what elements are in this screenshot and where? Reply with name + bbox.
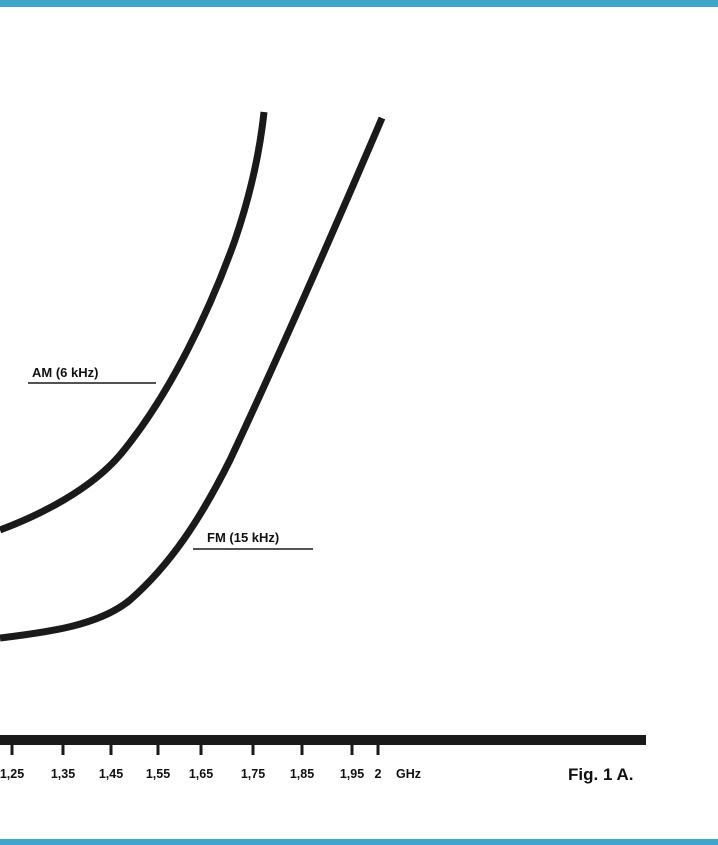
- series-line: [0, 116, 386, 642]
- x-tick-label: 1,55: [146, 767, 170, 781]
- series-annotation: AM (6 kHz): [32, 365, 98, 380]
- x-tick-label: 2: [375, 767, 382, 781]
- x-tick-label: 1,65: [189, 767, 213, 781]
- x-tick: [251, 735, 255, 755]
- x-tick: [156, 735, 160, 755]
- x-tick: [350, 735, 354, 755]
- x-ticks-layer: 1,25 1,35 1,45 1,55 1,65 1,75 1,85 1,95 2: [0, 735, 382, 781]
- x-tick: [61, 735, 65, 755]
- bottom-border: [0, 839, 718, 845]
- figure-label: Fig. 1 A.: [568, 765, 634, 784]
- annotations-layer: AM (6 kHz) FM (15 kHz): [28, 365, 313, 550]
- x-axis-line: [0, 735, 646, 745]
- x-axis-unit: GHz: [396, 767, 421, 781]
- x-tick: [109, 735, 113, 755]
- series-line: [0, 111, 268, 534]
- x-tick-label: 1,25: [0, 767, 24, 781]
- x-tick-label: 1,35: [51, 767, 75, 781]
- x-tick: [300, 735, 304, 755]
- x-tick-label: 1,45: [99, 767, 123, 781]
- x-tick-label: 1,75: [241, 767, 265, 781]
- x-tick-label: 1,85: [290, 767, 314, 781]
- series-annotation: FM (15 kHz): [207, 530, 279, 545]
- x-tick: [199, 735, 203, 755]
- x-tick-label: 1,95: [340, 767, 364, 781]
- curves-layer: [0, 111, 386, 642]
- x-tick: [10, 735, 14, 755]
- x-tick: [376, 735, 380, 755]
- top-border: [0, 0, 718, 7]
